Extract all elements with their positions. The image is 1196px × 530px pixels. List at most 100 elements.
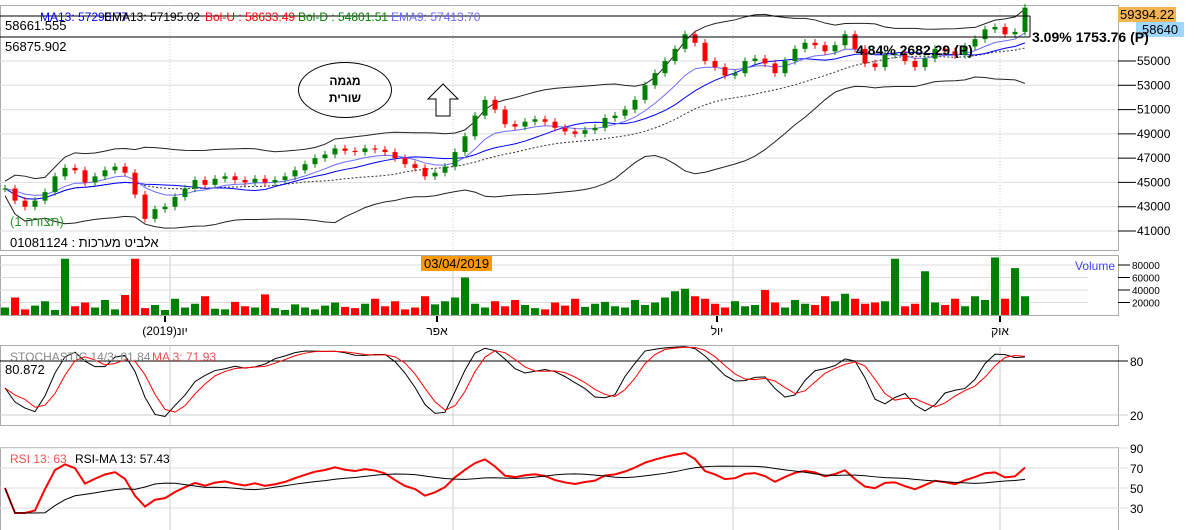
candle-body (212, 178, 218, 185)
volume-bar (961, 306, 969, 315)
rsi-tick-label: 50 (1130, 482, 1144, 496)
volume-bar (771, 302, 779, 315)
cursor-high-readout: 58661.555 (5, 18, 67, 33)
candle-body (982, 29, 988, 40)
candle-body (392, 152, 398, 159)
volume-bar (541, 309, 549, 315)
volume-bar (531, 308, 539, 315)
volume-bar (211, 308, 219, 315)
candle-body (832, 45, 838, 52)
volume-bar (41, 301, 49, 315)
volume-bar (141, 308, 149, 315)
volume-bar (401, 309, 409, 315)
candle-body (752, 58, 758, 61)
volume-bar (761, 290, 769, 315)
candle-body (482, 99, 488, 116)
volume-bar (981, 300, 989, 315)
candle-body (202, 180, 208, 185)
volume-tick-label: 20000 (1132, 299, 1160, 310)
panel-frame (0, 345, 1119, 426)
volume-bar (611, 306, 619, 315)
volume-bar (571, 298, 579, 315)
volume-bar (711, 303, 719, 315)
rsi-tick-label: 90 (1130, 442, 1144, 456)
ema-dotted-line (4, 47, 1026, 200)
candle-body (772, 63, 778, 74)
volume-bar (91, 307, 99, 315)
volume-bar (291, 304, 299, 315)
volume-bar (61, 258, 69, 315)
price-tick-label: 55000 (1137, 54, 1171, 68)
candle-body (462, 136, 468, 153)
last-price-label: 59394.22 (1118, 7, 1177, 22)
price-tick-label: 47000 (1137, 151, 1171, 165)
volume-bar (461, 277, 469, 315)
candle-body (32, 200, 38, 207)
volume-bar (341, 306, 349, 315)
volume-bar (171, 298, 179, 315)
candle-body (62, 167, 68, 177)
candle-body (422, 167, 428, 177)
ref-price-label: 58640 (1136, 22, 1185, 37)
volume-tick-label: 40000 (1132, 286, 1160, 297)
volume-bar (841, 293, 849, 315)
security-name: אלביט מערכות : 01081124 (10, 235, 159, 250)
volume-bar (871, 302, 879, 315)
volume-bar (701, 298, 709, 315)
date-tag: 03/04/2019 (421, 256, 493, 271)
candle-body (532, 119, 538, 122)
candle-body (502, 109, 508, 125)
volume-bar (781, 307, 789, 315)
x-tick-label: יול (711, 324, 724, 338)
volume-bar (301, 307, 309, 315)
trend-ellipse-annotation[interactable]: מגמה שורית (298, 62, 392, 118)
volume-bar (931, 302, 939, 315)
price-tick-label: 41000 (1137, 224, 1171, 238)
candle-body (1022, 7, 1028, 32)
candle-body (732, 73, 738, 76)
candle-body (282, 176, 288, 180)
panel-frame (0, 255, 1119, 316)
candle-body (382, 149, 388, 153)
candle-body (562, 127, 568, 132)
candle-body (782, 61, 788, 74)
volume-bar (451, 297, 459, 315)
candle-body (592, 127, 598, 131)
volume-bar (751, 305, 759, 315)
candle-body (142, 194, 148, 219)
candle-body (442, 166, 448, 173)
stochastic-ma-line (4, 346, 1026, 413)
volume-bar (31, 305, 39, 315)
volume-bar (231, 301, 239, 315)
volume-bar (361, 303, 369, 315)
volume-tick-label: 60000 (1132, 274, 1160, 285)
volume-bar (191, 303, 199, 315)
volume-bar (221, 309, 229, 315)
candle-body (412, 164, 418, 168)
candle-body (42, 192, 48, 201)
measure-label-1: 4.84% 2682.29 (P) (856, 42, 973, 58)
candle-body (192, 180, 198, 189)
volume-bar (661, 297, 669, 315)
volume-bar (861, 303, 869, 315)
volume-bar (351, 308, 359, 315)
candle-body (522, 121, 528, 127)
volume-bar (741, 306, 749, 315)
volume-bar (151, 305, 159, 315)
ellipse-text-2: שורית (328, 91, 362, 105)
volume-bar (551, 302, 559, 315)
volume-bar (131, 258, 139, 315)
rsi-line (4, 451, 1026, 514)
candle-body (882, 54, 888, 68)
volume-bar (671, 291, 679, 315)
candle-body (692, 34, 698, 43)
volume-bar (951, 298, 959, 315)
candle-body (812, 42, 818, 46)
volume-bar (651, 302, 659, 315)
volume-bar (521, 305, 529, 315)
volume-bar (641, 305, 649, 315)
up-arrow-icon[interactable] (425, 82, 461, 118)
volume-bar (881, 301, 889, 315)
